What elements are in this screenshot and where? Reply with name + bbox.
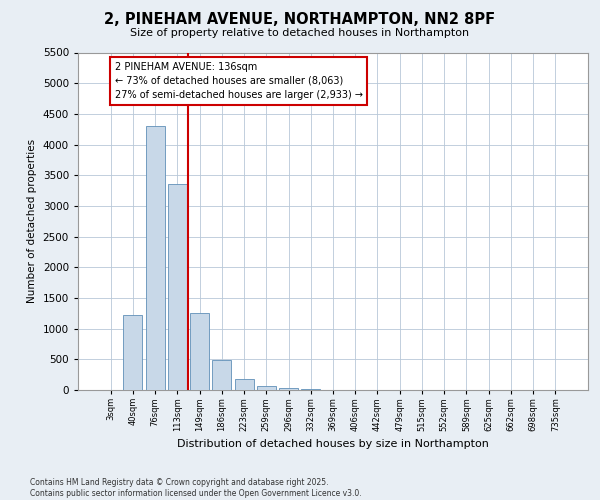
X-axis label: Distribution of detached houses by size in Northampton: Distribution of detached houses by size …	[177, 439, 489, 449]
Bar	[146, 126, 164, 390]
Bar	[190, 314, 209, 390]
Bar	[257, 386, 276, 390]
Bar	[212, 360, 231, 390]
Text: 2 PINEHAM AVENUE: 136sqm
← 73% of detached houses are smaller (8,063)
27% of sem: 2 PINEHAM AVENUE: 136sqm ← 73% of detach…	[115, 62, 362, 100]
Bar	[235, 378, 254, 390]
Text: Size of property relative to detached houses in Northampton: Size of property relative to detached ho…	[130, 28, 470, 38]
Text: Contains HM Land Registry data © Crown copyright and database right 2025.
Contai: Contains HM Land Registry data © Crown c…	[30, 478, 362, 498]
Y-axis label: Number of detached properties: Number of detached properties	[27, 139, 37, 304]
Text: 2, PINEHAM AVENUE, NORTHAMPTON, NN2 8PF: 2, PINEHAM AVENUE, NORTHAMPTON, NN2 8PF	[104, 12, 496, 28]
Bar	[279, 388, 298, 390]
Bar	[124, 315, 142, 390]
Bar	[168, 184, 187, 390]
